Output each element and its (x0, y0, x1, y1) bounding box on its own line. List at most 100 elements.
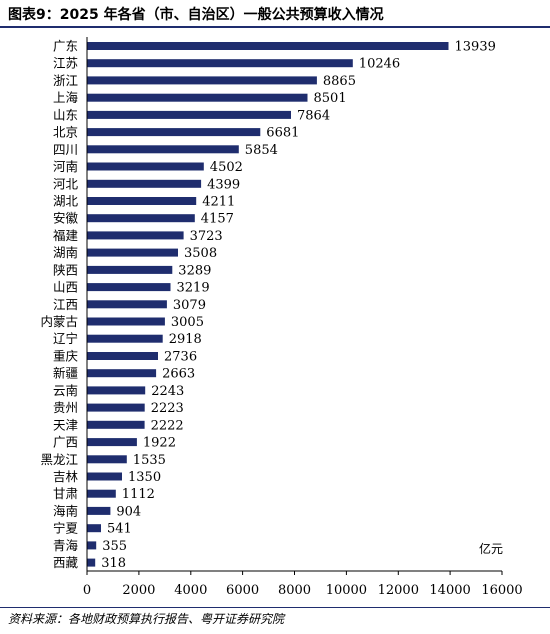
category-label: 湖南 (53, 245, 78, 260)
category-label: 福建 (53, 228, 79, 243)
unit-label: 亿元 (479, 541, 503, 556)
value-label: 3219 (177, 281, 210, 296)
bar-18 (87, 334, 163, 343)
bar-28 (87, 506, 111, 515)
value-label: 6681 (266, 126, 299, 141)
value-label: 7864 (297, 108, 330, 123)
bar-25 (87, 455, 127, 464)
bar-7 (87, 145, 239, 154)
category-label: 云南 (53, 383, 78, 398)
bar-23 (87, 420, 145, 429)
bar-21 (87, 386, 146, 395)
category-label: 陕西 (53, 262, 78, 277)
value-label: 1922 (143, 436, 176, 451)
category-label: 辽宁 (53, 331, 78, 346)
category-label: 内蒙古 (40, 314, 78, 329)
category-label: 山西 (53, 280, 78, 295)
chart-title: 图表9：2025 年各省（市、自治区）一般公共预算收入情况 (8, 7, 384, 23)
value-label: 4157 (201, 212, 234, 227)
bar-1 (87, 42, 449, 50)
category-label: 浙江 (53, 73, 78, 88)
x-tick-label: 12000 (378, 583, 419, 598)
value-label: 2663 (162, 367, 195, 382)
value-label: 1112 (122, 487, 155, 502)
x-tick-label: 0 (83, 583, 91, 598)
category-label: 上海 (53, 90, 79, 105)
bars-group (87, 42, 449, 567)
bar-4 (87, 93, 308, 102)
value-label: 1350 (128, 470, 161, 485)
title-rule (0, 26, 550, 28)
value-label: 4502 (210, 160, 243, 175)
category-label: 广西 (53, 435, 78, 450)
value-label: 3289 (178, 263, 211, 278)
value-label: 541 (107, 522, 132, 537)
value-label: 2243 (151, 384, 184, 399)
category-label: 江西 (53, 297, 78, 312)
bar-8 (87, 162, 204, 171)
value-label: 2736 (164, 350, 197, 365)
category-label: 海南 (53, 503, 78, 518)
category-label: 贵州 (53, 400, 78, 415)
bar-24 (87, 438, 137, 447)
bar-19 (87, 352, 158, 360)
bar-12 (87, 231, 184, 240)
category-label: 河北 (53, 176, 79, 191)
value-label: 2222 (151, 418, 184, 433)
bar-26 (87, 472, 122, 481)
category-labels-group: 广东江苏浙江上海山东北京四川河南河北湖北安徽福建湖南陕西山西江西内蒙古辽宁重庆新… (40, 39, 78, 571)
x-tick-label: 14000 (429, 583, 470, 598)
value-label: 4211 (202, 195, 235, 210)
value-label: 904 (116, 504, 141, 519)
bar-17 (87, 317, 165, 326)
value-label: 5854 (245, 143, 278, 158)
x-tick-label: 4000 (174, 583, 207, 598)
category-label: 黑龙江 (40, 452, 78, 467)
value-label: 2918 (169, 332, 202, 347)
value-label: 2223 (151, 401, 184, 416)
bar-2 (87, 59, 353, 68)
bar-27 (87, 489, 116, 498)
x-tick-label: 16000 (481, 583, 522, 598)
category-label: 四川 (53, 142, 78, 157)
value-label: 10246 (359, 57, 400, 72)
value-label: 355 (102, 539, 127, 554)
value-label: 3508 (184, 246, 217, 261)
bar-5 (87, 110, 291, 119)
category-label: 湖北 (53, 194, 79, 209)
bar-22 (87, 403, 145, 412)
value-label: 8865 (323, 74, 356, 89)
category-label: 甘肃 (53, 486, 78, 501)
value-label: 13939 (455, 40, 496, 55)
value-label: 318 (101, 556, 126, 571)
category-label: 青海 (53, 538, 79, 553)
category-label: 安徽 (53, 211, 79, 226)
bar-11 (87, 214, 195, 223)
bar-13 (87, 248, 178, 257)
bar-15 (87, 283, 171, 292)
bar-10 (87, 197, 197, 205)
x-tick-label: 6000 (226, 583, 259, 598)
x-tick-label: 8000 (278, 583, 311, 598)
value-label: 1535 (133, 453, 166, 468)
bar-16 (87, 300, 167, 309)
category-label: 山东 (53, 107, 78, 122)
category-label: 北京 (53, 125, 78, 140)
bar-3 (87, 76, 317, 85)
bar-14 (87, 265, 173, 274)
x-tick-label: 2000 (122, 583, 155, 598)
source-note: 资料来源：各地财政预算执行报告、粤开证券研究院 (8, 612, 285, 626)
bar-9 (87, 179, 202, 188)
bar-6 (87, 128, 261, 137)
bar-29 (87, 524, 101, 533)
footer-rule (0, 607, 550, 608)
category-label: 天津 (53, 417, 78, 432)
bar-20 (87, 369, 157, 378)
category-label: 吉林 (53, 469, 79, 484)
value-label: 4399 (207, 177, 240, 192)
value-label: 3079 (173, 298, 206, 313)
category-label: 宁夏 (53, 521, 79, 536)
category-label: 河南 (53, 159, 78, 174)
